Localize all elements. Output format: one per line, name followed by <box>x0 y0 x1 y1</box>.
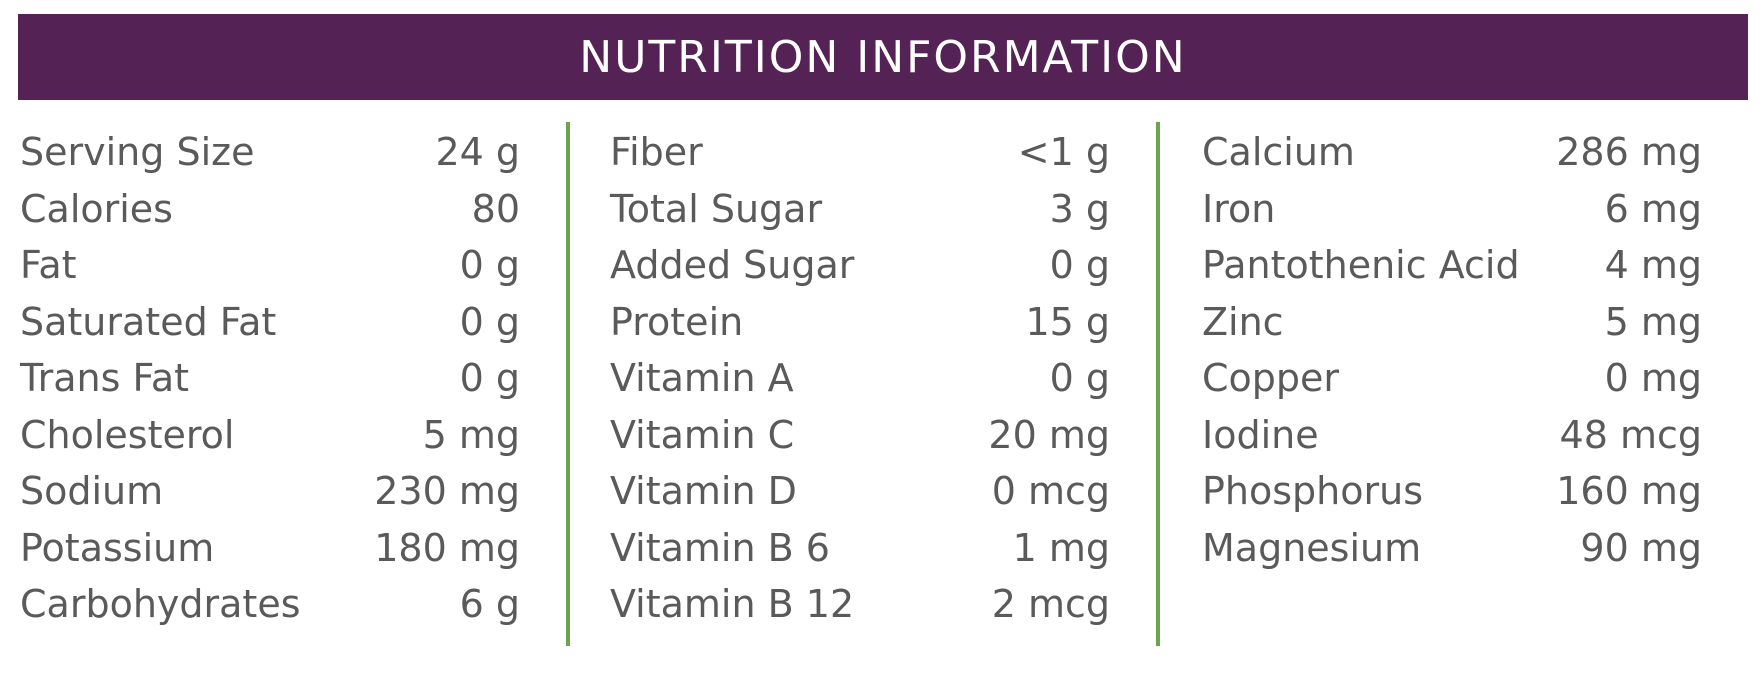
nutrient-row: Vitamin C 20 mg <box>610 407 1110 464</box>
nutrient-label: Fat <box>20 243 77 288</box>
nutrient-label: Sodium <box>20 469 164 514</box>
nutrient-label: Vitamin D <box>610 469 797 514</box>
nutrient-value: 48 mcg <box>1559 412 1702 457</box>
nutrient-label: Vitamin A <box>610 356 794 401</box>
nutrient-row: Magnesium 90 mg <box>1202 520 1702 577</box>
nutrient-row: Sodium 230 mg <box>20 463 520 520</box>
column-divider <box>566 122 570 646</box>
nutrient-value: 0 g <box>459 299 520 344</box>
nutrient-label: Potassium <box>20 525 215 570</box>
nutrient-value: 3 g <box>1049 186 1110 231</box>
nutrition-panel: NUTRITION INFORMATION Serving Size 24 g Ca… <box>18 14 1748 660</box>
nutrient-row: Cholesterol 5 mg <box>20 407 520 464</box>
nutrient-label: Serving Size <box>20 130 255 175</box>
nutrient-row: Vitamin B 6 1 mg <box>610 520 1110 577</box>
nutrient-label: Cholesterol <box>20 412 235 457</box>
nutrient-row: Vitamin B 12 2 mcg <box>610 576 1110 633</box>
nutrient-row: Added Sugar 0 g <box>610 237 1110 294</box>
nutrient-label: Carbohydrates <box>20 582 301 627</box>
nutrition-column-2: Fiber <1 g Total Sugar 3 g Added Sugar 0 g Pro… <box>610 124 1110 633</box>
nutrient-row: Copper 0 mg <box>1202 350 1702 407</box>
nutrient-row: Protein 15 g <box>610 294 1110 351</box>
nutrient-label: Fiber <box>610 130 703 175</box>
nutrient-label: Calories <box>20 186 173 231</box>
nutrient-row: Fiber <1 g <box>610 124 1110 181</box>
nutrient-value: <1 g <box>1017 130 1110 175</box>
nutrient-value: 0 mcg <box>991 469 1110 514</box>
nutrient-value: 0 g <box>1049 243 1110 288</box>
nutrient-label: Magnesium <box>1202 525 1422 570</box>
nutrient-value: 6 g <box>459 582 520 627</box>
nutrient-value: 15 g <box>1025 299 1110 344</box>
nutrient-value: 6 mg <box>1604 186 1702 231</box>
header-title: NUTRITION INFORMATION <box>579 31 1187 83</box>
nutrient-value: 230 mg <box>374 469 520 514</box>
nutrient-value: 180 mg <box>374 525 520 570</box>
nutrient-label: Iron <box>1202 186 1276 231</box>
nutrient-value: 80 <box>471 186 520 231</box>
nutrient-row: Iron 6 mg <box>1202 181 1702 238</box>
nutrient-row: Serving Size 24 g <box>20 124 520 181</box>
nutrient-value: 5 mg <box>422 412 520 457</box>
nutrient-value: 24 g <box>435 130 520 175</box>
nutrient-value: 0 g <box>1049 356 1110 401</box>
nutrition-columns: Serving Size 24 g Calories 80 Fat 0 g Saturate… <box>18 100 1748 660</box>
nutrient-label: Pantothenic Acid <box>1202 243 1520 288</box>
nutrition-column-3: Calcium 286 mg Iron 6 mg Pantothenic Acid 4 m… <box>1202 124 1702 576</box>
nutrient-value: 0 g <box>459 356 520 401</box>
nutrient-label: Added Sugar <box>610 243 855 288</box>
nutrient-label: Calcium <box>1202 130 1355 175</box>
nutrient-row: Calcium 286 mg <box>1202 124 1702 181</box>
nutrient-row: Phosphorus 160 mg <box>1202 463 1702 520</box>
nutrition-header: NUTRITION INFORMATION <box>18 14 1748 100</box>
nutrient-label: Vitamin C <box>610 412 795 457</box>
nutrient-label: Saturated Fat <box>20 299 277 344</box>
nutrition-column-1: Serving Size 24 g Calories 80 Fat 0 g Saturate… <box>20 124 520 633</box>
nutrient-row: Iodine 48 mcg <box>1202 407 1702 464</box>
nutrient-label: Copper <box>1202 356 1340 401</box>
nutrient-label: Trans Fat <box>20 356 190 401</box>
nutrient-value: 160 mg <box>1556 469 1702 514</box>
nutrient-value: 90 mg <box>1580 525 1702 570</box>
nutrient-value: 20 mg <box>988 412 1110 457</box>
nutrient-row: Total Sugar 3 g <box>610 181 1110 238</box>
nutrient-label: Iodine <box>1202 412 1319 457</box>
nutrient-row: Pantothenic Acid 4 mg <box>1202 237 1702 294</box>
nutrient-row: Vitamin D 0 mcg <box>610 463 1110 520</box>
nutrient-value: 286 mg <box>1556 130 1702 175</box>
nutrient-row: Vitamin A 0 g <box>610 350 1110 407</box>
nutrient-label: Zinc <box>1202 299 1284 344</box>
nutrient-row: Fat 0 g <box>20 237 520 294</box>
nutrient-label: Protein <box>610 299 744 344</box>
nutrient-value: 5 mg <box>1604 299 1702 344</box>
nutrient-label: Vitamin B 12 <box>610 582 855 627</box>
nutrient-value: 1 mg <box>1012 525 1110 570</box>
nutrient-row: Zinc 5 mg <box>1202 294 1702 351</box>
nutrient-value: 0 g <box>459 243 520 288</box>
nutrient-label: Vitamin B 6 <box>610 525 830 570</box>
nutrient-label: Total Sugar <box>610 186 823 231</box>
nutrient-label: Phosphorus <box>1202 469 1424 514</box>
nutrient-row: Calories 80 <box>20 181 520 238</box>
column-divider <box>1156 122 1160 646</box>
nutrient-row: Trans Fat 0 g <box>20 350 520 407</box>
nutrient-value: 0 mg <box>1604 356 1702 401</box>
nutrient-value: 2 mcg <box>991 582 1110 627</box>
nutrient-value: 4 mg <box>1604 243 1702 288</box>
nutrient-row: Potassium 180 mg <box>20 520 520 577</box>
nutrient-row: Saturated Fat 0 g <box>20 294 520 351</box>
nutrient-row: Carbohydrates 6 g <box>20 576 520 633</box>
